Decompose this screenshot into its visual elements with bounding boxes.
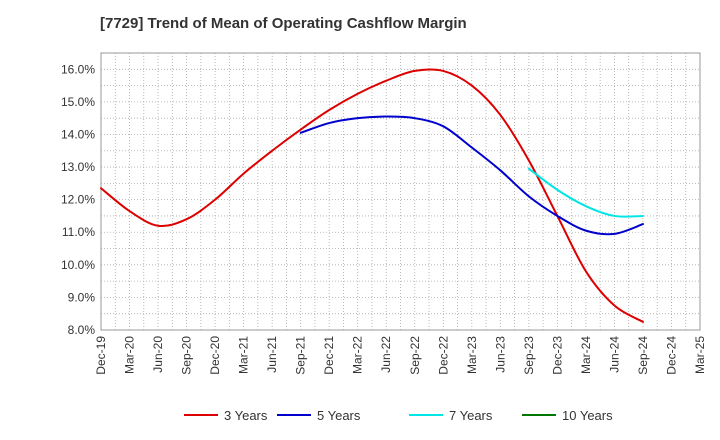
- legend: 3 Years 5 Years 7 Years 10 Years: [184, 408, 613, 423]
- series-line-3-years: [100, 68, 644, 323]
- chart-title: [7729] Trend of Mean of Operating Cashfl…: [100, 15, 467, 32]
- x-tick-label: Mar-24: [579, 336, 593, 374]
- y-tick-label: 12.0%: [61, 193, 95, 207]
- x-tick-label: Jun-22: [379, 336, 393, 373]
- x-tick-label: Mar-21: [237, 336, 251, 374]
- x-tick-label: Dec-22: [436, 336, 450, 375]
- x-tick-label: Mar-20: [123, 336, 137, 374]
- x-tick-label: Sep-24: [636, 336, 650, 375]
- x-tick-label: Dec-24: [664, 336, 678, 375]
- x-tick-label: Jun-21: [265, 336, 279, 373]
- y-tick-label: 10.0%: [61, 258, 95, 272]
- grid: [100, 52, 701, 331]
- x-tick-label: Mar-25: [693, 336, 707, 374]
- x-tick-label: Dec-19: [94, 336, 108, 375]
- series-line-5-years: [299, 115, 644, 236]
- series-layer: [100, 68, 644, 323]
- x-tick-label: Sep-22: [408, 336, 422, 375]
- x-tick-label: Dec-21: [322, 336, 336, 375]
- x-tick-label: Dec-20: [208, 336, 222, 375]
- x-tick-label: Mar-23: [465, 336, 479, 374]
- y-tick-label: 11.0%: [62, 225, 95, 239]
- x-tick-label: Sep-23: [522, 336, 536, 375]
- x-tick-label: Jun-24: [607, 336, 621, 373]
- y-tick-label: 14.0%: [61, 127, 95, 141]
- x-tick-label: Jun-23: [493, 336, 507, 373]
- y-tick-label: 16.0%: [61, 62, 95, 76]
- y-tick-label: 13.0%: [61, 160, 95, 174]
- legend-label: 10 Years: [562, 408, 613, 423]
- legend-label: 3 Years: [224, 408, 268, 423]
- x-tick-label: Mar-22: [351, 336, 365, 374]
- x-tick-label: Sep-21: [294, 336, 308, 375]
- x-tick-label: Jun-20: [151, 336, 165, 373]
- x-tick-label: Sep-20: [180, 336, 194, 375]
- series-line-7-years: [527, 167, 644, 218]
- legend-label: 5 Years: [317, 408, 361, 423]
- legend-label: 7 Years: [449, 408, 493, 423]
- x-tick-label: Dec-23: [550, 336, 564, 375]
- y-tick-label: 8.0%: [68, 323, 96, 337]
- y-tick-label: 15.0%: [61, 95, 95, 109]
- x-axis: Dec-19 Mar-20 Jun-20 Sep-20 Dec-20 Mar-21 Jun-…: [94, 336, 707, 375]
- y-tick-label: 9.0%: [68, 290, 96, 304]
- y-axis: 8.0% 9.0% 10.0% 11.0% 12.0% 13.0% 14.0% 15.0% 16…: [61, 62, 95, 337]
- plot-area: [100, 52, 701, 331]
